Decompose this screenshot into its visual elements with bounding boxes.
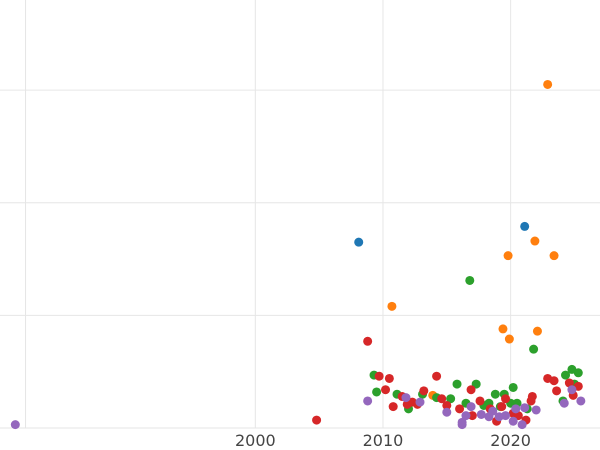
scatter-point [363,336,373,346]
scatter-point [457,417,467,427]
scatter-point [10,420,20,430]
scatter-point [465,275,475,285]
scatter-point [372,387,382,397]
scatter-point [442,400,452,410]
scatter-point [498,324,508,334]
scatter-point [504,334,514,344]
scatter-point [508,382,518,392]
scatter-point [415,397,425,407]
scatter-point [467,411,477,421]
scatter-point [517,420,527,430]
scatter-point [354,237,364,247]
scatter-point [531,405,541,415]
x-tick-label: 2020 [490,431,531,450]
scatter-point [461,411,471,421]
scatter-point [490,389,500,399]
scatter-point [488,406,498,416]
scatter-point [466,402,476,412]
scatter-point [387,301,397,311]
scatter-point [530,236,540,246]
scatter-point [567,385,577,395]
scatter-point [437,394,447,404]
scatter-point [455,404,465,414]
scatter-point [381,385,391,395]
scatter-point [419,386,429,396]
scatter-point [543,79,553,89]
scatter-point [401,393,411,403]
gridlines [0,0,600,429]
scatter-point [564,378,574,388]
x-tick-label: 2000 [235,431,276,450]
scatter-point [559,398,569,408]
scatter-point [527,391,537,401]
scatter-point [561,370,571,380]
scatter-point [552,386,562,396]
scatter-point [576,396,586,406]
data-points [10,79,586,430]
scatter-point [508,416,518,426]
scatter-point [312,415,322,425]
scatter-point [573,368,583,378]
scatter-point [432,371,442,381]
scatter-point [549,251,559,261]
scatter-point [501,411,511,421]
scatter-point [532,326,542,336]
scatter-point [446,394,456,404]
scatter-point [452,379,462,389]
scatter-point [476,409,486,419]
scatter-point [520,403,530,413]
scatter-point [442,407,452,417]
scatter-point [497,402,507,412]
scatter-point [475,396,485,406]
scatter-point [529,344,539,354]
scatter-point [363,396,373,406]
x-axis-tick-labels: 2000 2010 2020 [235,431,531,450]
scatter-point [466,385,476,395]
scatter-point [374,371,384,381]
scatter-point [501,394,511,404]
scatter-point [388,402,398,412]
scatter-point [520,221,530,231]
scatter-point [511,404,521,414]
scatter-point [549,376,559,386]
scatter-point [503,251,513,261]
scatter-point [384,373,394,383]
x-tick-label: 2010 [363,431,404,450]
